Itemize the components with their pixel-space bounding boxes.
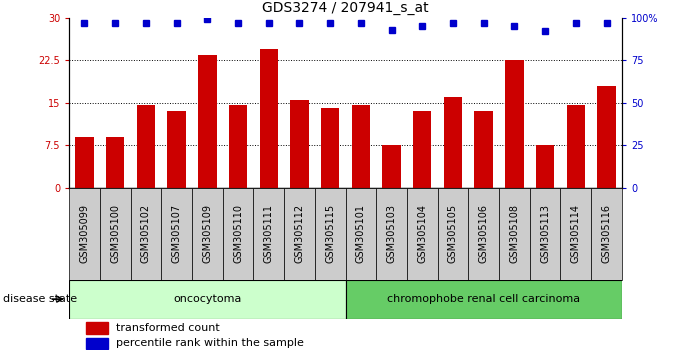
Text: GSM305108: GSM305108 [509, 204, 520, 263]
Bar [260, 49, 278, 188]
Bar [192, 188, 223, 280]
Bar [86, 322, 108, 334]
Text: disease state: disease state [3, 294, 77, 304]
Text: GSM305112: GSM305112 [294, 204, 305, 263]
Bar [161, 188, 192, 280]
Bar [382, 145, 401, 188]
Bar [229, 105, 247, 188]
Bar [475, 111, 493, 188]
Text: GSM305116: GSM305116 [602, 204, 612, 263]
Text: GSM305101: GSM305101 [356, 204, 366, 263]
Bar [223, 188, 254, 280]
Text: GSM305109: GSM305109 [202, 204, 212, 263]
Bar [69, 280, 346, 319]
Bar [505, 60, 524, 188]
Bar [352, 105, 370, 188]
Bar [346, 188, 376, 280]
Bar [437, 188, 468, 280]
Bar [597, 86, 616, 188]
Text: GSM305100: GSM305100 [110, 204, 120, 263]
Bar [315, 188, 346, 280]
Bar [75, 137, 94, 188]
Bar [530, 188, 560, 280]
Text: GSM305102: GSM305102 [141, 204, 151, 263]
Text: GSM305103: GSM305103 [386, 204, 397, 263]
Bar [290, 100, 309, 188]
Text: transformed count: transformed count [116, 323, 220, 333]
Text: GSM305106: GSM305106 [479, 204, 489, 263]
Bar [376, 188, 407, 280]
Text: percentile rank within the sample: percentile rank within the sample [116, 338, 304, 348]
Text: GSM305111: GSM305111 [264, 204, 274, 263]
Bar [567, 105, 585, 188]
Bar [468, 188, 499, 280]
Text: oncocytoma: oncocytoma [173, 294, 241, 304]
Bar [131, 188, 161, 280]
Bar [254, 188, 284, 280]
Bar [106, 137, 124, 188]
Bar [198, 55, 216, 188]
Bar [69, 188, 100, 280]
Bar [444, 97, 462, 188]
Text: GSM305115: GSM305115 [325, 204, 335, 263]
Text: GSM305110: GSM305110 [233, 204, 243, 263]
Text: GSM305114: GSM305114 [571, 204, 581, 263]
Text: GSM305113: GSM305113 [540, 204, 550, 263]
Bar [560, 188, 591, 280]
Bar [407, 188, 437, 280]
Text: GSM305099: GSM305099 [79, 204, 89, 263]
Bar [167, 111, 186, 188]
Bar [100, 188, 131, 280]
Bar [321, 108, 339, 188]
Bar [284, 188, 315, 280]
Text: chromophobe renal cell carcinoma: chromophobe renal cell carcinoma [387, 294, 580, 304]
Bar [499, 188, 530, 280]
Text: GSM305105: GSM305105 [448, 204, 458, 263]
Bar [86, 337, 108, 349]
Bar [137, 105, 155, 188]
Bar [413, 111, 431, 188]
Text: GSM305104: GSM305104 [417, 204, 427, 263]
Bar [591, 188, 622, 280]
Title: GDS3274 / 207941_s_at: GDS3274 / 207941_s_at [262, 1, 429, 15]
Text: GSM305107: GSM305107 [171, 204, 182, 263]
Bar [536, 145, 554, 188]
Bar [346, 280, 622, 319]
